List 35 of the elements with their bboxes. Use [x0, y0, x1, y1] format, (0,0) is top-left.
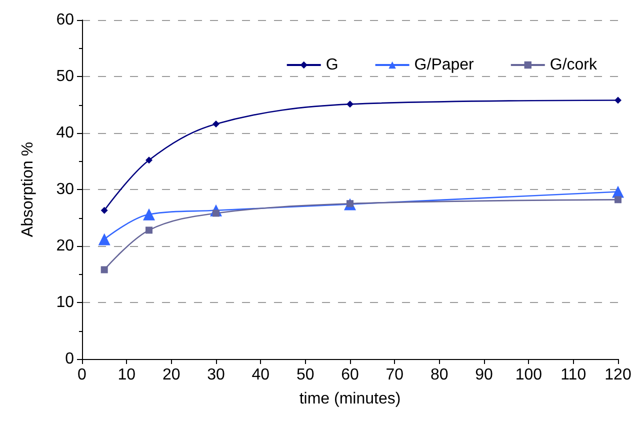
- y-axis-title: Absorption %: [20, 142, 36, 238]
- legend-label: G/cork: [550, 56, 598, 74]
- x-tick-label: 120: [604, 366, 632, 384]
- point: [146, 226, 152, 234]
- point: [146, 156, 152, 164]
- x-tick-label: 30: [207, 366, 225, 384]
- point: [98, 233, 110, 246]
- x-axis-title: time (minutes): [299, 390, 401, 408]
- point: [143, 208, 155, 220]
- point: [346, 100, 354, 108]
- y-tick-label: 20: [56, 238, 74, 254]
- point: [100, 206, 108, 214]
- point: [614, 196, 622, 204]
- y-tick-label: 30: [56, 181, 74, 198]
- point: [100, 266, 108, 274]
- x-tick-label: 100: [515, 366, 542, 384]
- legend-label: G/Paper: [414, 56, 475, 74]
- point: [614, 96, 622, 104]
- x-tick-label: 50: [296, 366, 314, 384]
- x-tick-label: 10: [118, 366, 136, 384]
- legend-label: G: [326, 56, 338, 74]
- x-tick-label: 80: [430, 366, 448, 384]
- x-tick-label: 0: [78, 366, 87, 384]
- y-tick-label: 50: [56, 68, 74, 85]
- x-tick-label: 110: [560, 366, 586, 384]
- x-tick-label: 20: [162, 366, 180, 384]
- y-tick-label: 10: [56, 294, 74, 311]
- x-tick-label: 40: [252, 366, 270, 384]
- point: [212, 120, 220, 128]
- y-tick-label: 0: [65, 350, 74, 368]
- x-tick-label: 90: [475, 366, 493, 384]
- y-tick-label: 60: [56, 12, 74, 28]
- x-tick-label: 60: [341, 366, 359, 384]
- x-tick-label: 70: [386, 366, 404, 384]
- y-tick-label: 40: [56, 124, 74, 142]
